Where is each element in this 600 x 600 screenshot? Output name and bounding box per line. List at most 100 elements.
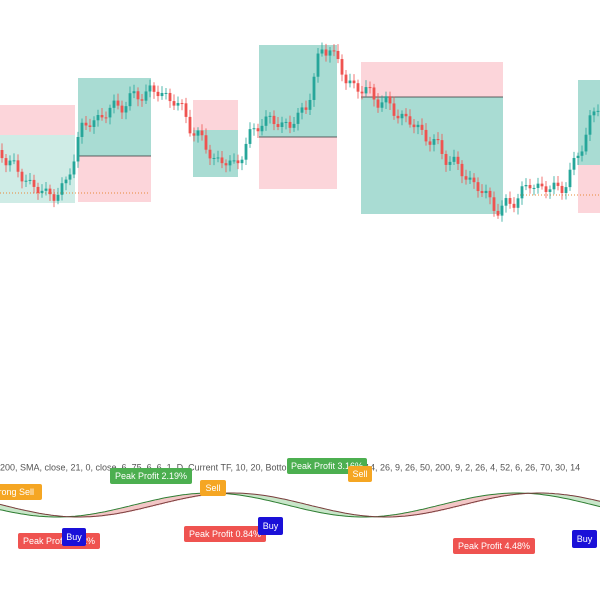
candle-body bbox=[372, 87, 376, 100]
tag-label: Sell bbox=[205, 483, 220, 493]
osc-fill bbox=[9, 506, 12, 513]
osc-fill bbox=[450, 502, 453, 509]
candle-body bbox=[448, 161, 452, 165]
osc-fill bbox=[453, 501, 456, 508]
candle-body bbox=[20, 171, 24, 182]
tag-bg bbox=[453, 538, 535, 554]
candle-body bbox=[8, 160, 12, 166]
osc-line bbox=[0, 492, 600, 518]
stop-box bbox=[259, 137, 337, 189]
tag-label: Sell bbox=[352, 469, 367, 479]
osc-fill bbox=[150, 501, 153, 507]
candle-body bbox=[428, 141, 432, 145]
candle-body bbox=[384, 96, 388, 103]
candle-body bbox=[540, 183, 544, 187]
osc-fill bbox=[339, 511, 342, 517]
tag-label: Strong Sell bbox=[0, 487, 34, 497]
candle-body bbox=[396, 115, 400, 119]
osc-fill bbox=[540, 493, 543, 495]
osc-fill bbox=[396, 514, 399, 518]
osc-fill bbox=[573, 495, 576, 501]
signal-tag: Peak Profit 2.19% bbox=[110, 468, 192, 484]
trade-boxes bbox=[0, 45, 600, 214]
osc-fill bbox=[258, 494, 261, 499]
osc-fill bbox=[42, 513, 45, 517]
osc-fill bbox=[45, 514, 48, 518]
osc-fill bbox=[327, 509, 330, 515]
candle-body bbox=[336, 50, 340, 60]
candle-body bbox=[112, 100, 116, 108]
candle-body bbox=[300, 107, 304, 113]
osc-fill bbox=[39, 513, 42, 517]
tag-label: Peak Profit 3.16% bbox=[291, 461, 363, 471]
osc-fill bbox=[249, 493, 252, 498]
osc-fill bbox=[306, 504, 309, 511]
osc-fill bbox=[180, 495, 183, 500]
candle-body bbox=[436, 139, 440, 141]
osc-fill bbox=[102, 512, 105, 517]
osc-fill bbox=[333, 510, 336, 516]
osc-fill bbox=[318, 507, 321, 513]
osc-fill bbox=[261, 495, 264, 500]
osc-fill bbox=[153, 500, 156, 507]
candle-body bbox=[484, 190, 488, 194]
candle-body bbox=[156, 91, 160, 97]
osc-fill bbox=[552, 493, 555, 497]
osc-fill bbox=[6, 505, 9, 512]
osc-fill bbox=[303, 503, 306, 510]
candle-body bbox=[440, 140, 444, 154]
candle-body bbox=[344, 74, 348, 84]
candle-body bbox=[468, 177, 472, 180]
tag-bg bbox=[110, 468, 192, 484]
candle-body bbox=[392, 103, 396, 116]
candle-body bbox=[48, 188, 52, 195]
candle-body bbox=[196, 130, 200, 136]
candle-body bbox=[320, 49, 324, 54]
osc-fill bbox=[549, 493, 552, 497]
candle-body bbox=[36, 186, 40, 194]
osc-fill bbox=[255, 494, 258, 499]
signal-tag: Sell bbox=[348, 466, 372, 482]
osc-line bbox=[0, 492, 600, 518]
osc-fill bbox=[48, 514, 51, 518]
tag-label: Peak Profit 4.48% bbox=[458, 541, 530, 551]
osc-fill bbox=[567, 494, 570, 500]
candle-body bbox=[40, 190, 44, 194]
candle-body bbox=[168, 92, 172, 102]
candle-body bbox=[128, 93, 132, 107]
candle-body bbox=[60, 183, 64, 195]
osc-fill bbox=[126, 506, 129, 513]
osc-fill bbox=[51, 515, 54, 518]
candle-body bbox=[332, 50, 336, 52]
candles bbox=[0, 42, 600, 222]
osc-fill bbox=[123, 507, 126, 513]
candle-body bbox=[424, 129, 428, 142]
candle-body bbox=[52, 194, 56, 201]
candle-body bbox=[556, 182, 560, 186]
osc-fill bbox=[390, 515, 393, 518]
signal-tag: Sell bbox=[200, 480, 226, 496]
osc-fill bbox=[411, 511, 414, 516]
osc-fill bbox=[186, 494, 189, 499]
tag-label: Peak Profit 0.84% bbox=[189, 529, 261, 539]
osc-fill bbox=[405, 512, 408, 517]
candle-body bbox=[492, 197, 496, 211]
candle-body bbox=[264, 116, 268, 126]
candle-body bbox=[108, 107, 112, 118]
candle-body bbox=[536, 183, 540, 188]
osc-fill bbox=[99, 512, 102, 517]
osc-fill bbox=[324, 508, 327, 514]
osc-fill bbox=[108, 511, 111, 516]
candle-body bbox=[176, 103, 180, 106]
signal-tag: Peak Profit 0.84% bbox=[184, 526, 266, 542]
candle-body bbox=[216, 157, 220, 159]
candle-body bbox=[552, 182, 556, 190]
candle-body bbox=[292, 123, 296, 128]
candle-body bbox=[308, 99, 312, 110]
candle-body bbox=[288, 121, 292, 128]
osc-fill bbox=[195, 493, 198, 497]
candle-body bbox=[312, 76, 316, 100]
tag-bg bbox=[62, 528, 86, 546]
